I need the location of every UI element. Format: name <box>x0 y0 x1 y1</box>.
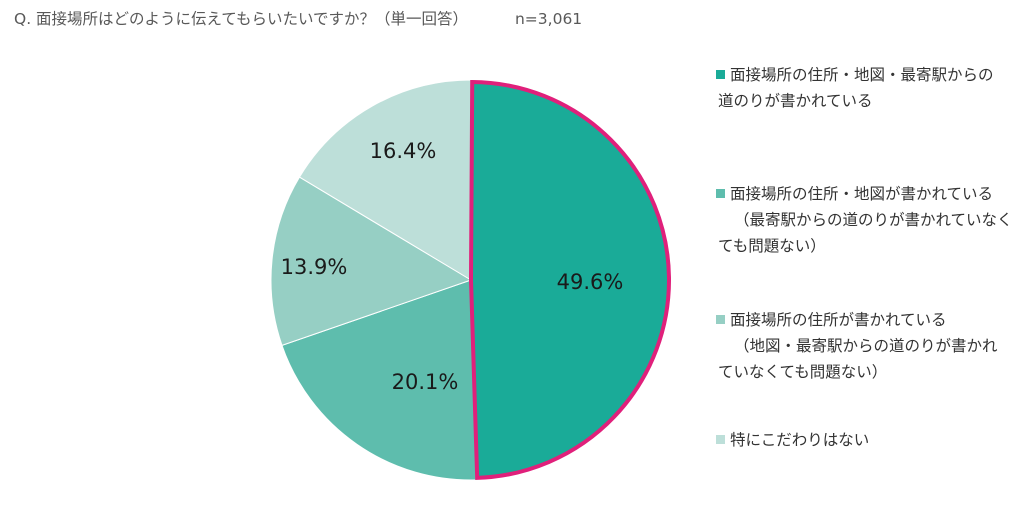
question-header: Q. 面接場所はどのように伝えてもらいたいですか？（単一回答） n=3,061 <box>14 7 582 29</box>
pie-slice-3 <box>270 176 473 347</box>
slice-label-2: 20.1% <box>392 370 459 394</box>
legend-item-4: 特にこだわりはない <box>716 427 1016 453</box>
legend-swatch-4 <box>716 435 725 444</box>
legend-item-1: 面接場所の住所・地図・最寄駅からの 道のりが書かれている <box>716 62 1016 114</box>
legend-label-4-line-1: 特にこだわりはない <box>730 431 870 449</box>
slice-label-4: 16.4% <box>370 139 437 163</box>
pie-slice-2 <box>281 279 477 481</box>
legend-swatch-1 <box>716 70 725 79</box>
highlight-outline <box>468 79 671 480</box>
slice-label-3: 13.9% <box>281 255 348 279</box>
legend-swatch-3 <box>716 315 725 324</box>
legend-label-3-line-1: 面接場所の住所が書かれている <box>730 311 947 329</box>
legend-label-3-line-3: ていなくても問題ない） <box>718 363 888 381</box>
question-text: Q. 面接場所はどのように伝えてもらいたいですか？（単一回答） <box>14 10 469 28</box>
slice-label-1: 49.6% <box>557 270 624 294</box>
sample-size: n=3,061 <box>514 10 583 28</box>
legend-item-3: 面接場所の住所が書かれている （地図・最寄駅からの道のりが書かれ ていなくても問… <box>716 307 1016 385</box>
legend-label-1-line-1: 面接場所の住所・地図・最寄駅からの <box>730 66 994 84</box>
legend-label-3-line-2: （地図・最寄駅からの道のりが書かれ <box>734 337 998 355</box>
pie-slice-4 <box>298 79 472 281</box>
legend-item-2: 面接場所の住所・地図が書かれている （最寄駅からの道のりが書かれていなく ても問… <box>716 181 1016 259</box>
legend-label-2-line-2: （最寄駅からの道のりが書かれていなく <box>734 211 1013 229</box>
legend-label-2-line-1: 面接場所の住所・地図が書かれている <box>730 185 994 203</box>
legend-label-2-line-3: ても問題ない） <box>718 237 826 255</box>
legend-swatch-2 <box>716 189 725 198</box>
legend-label-1-line-2: 道のりが書かれている <box>718 92 873 110</box>
